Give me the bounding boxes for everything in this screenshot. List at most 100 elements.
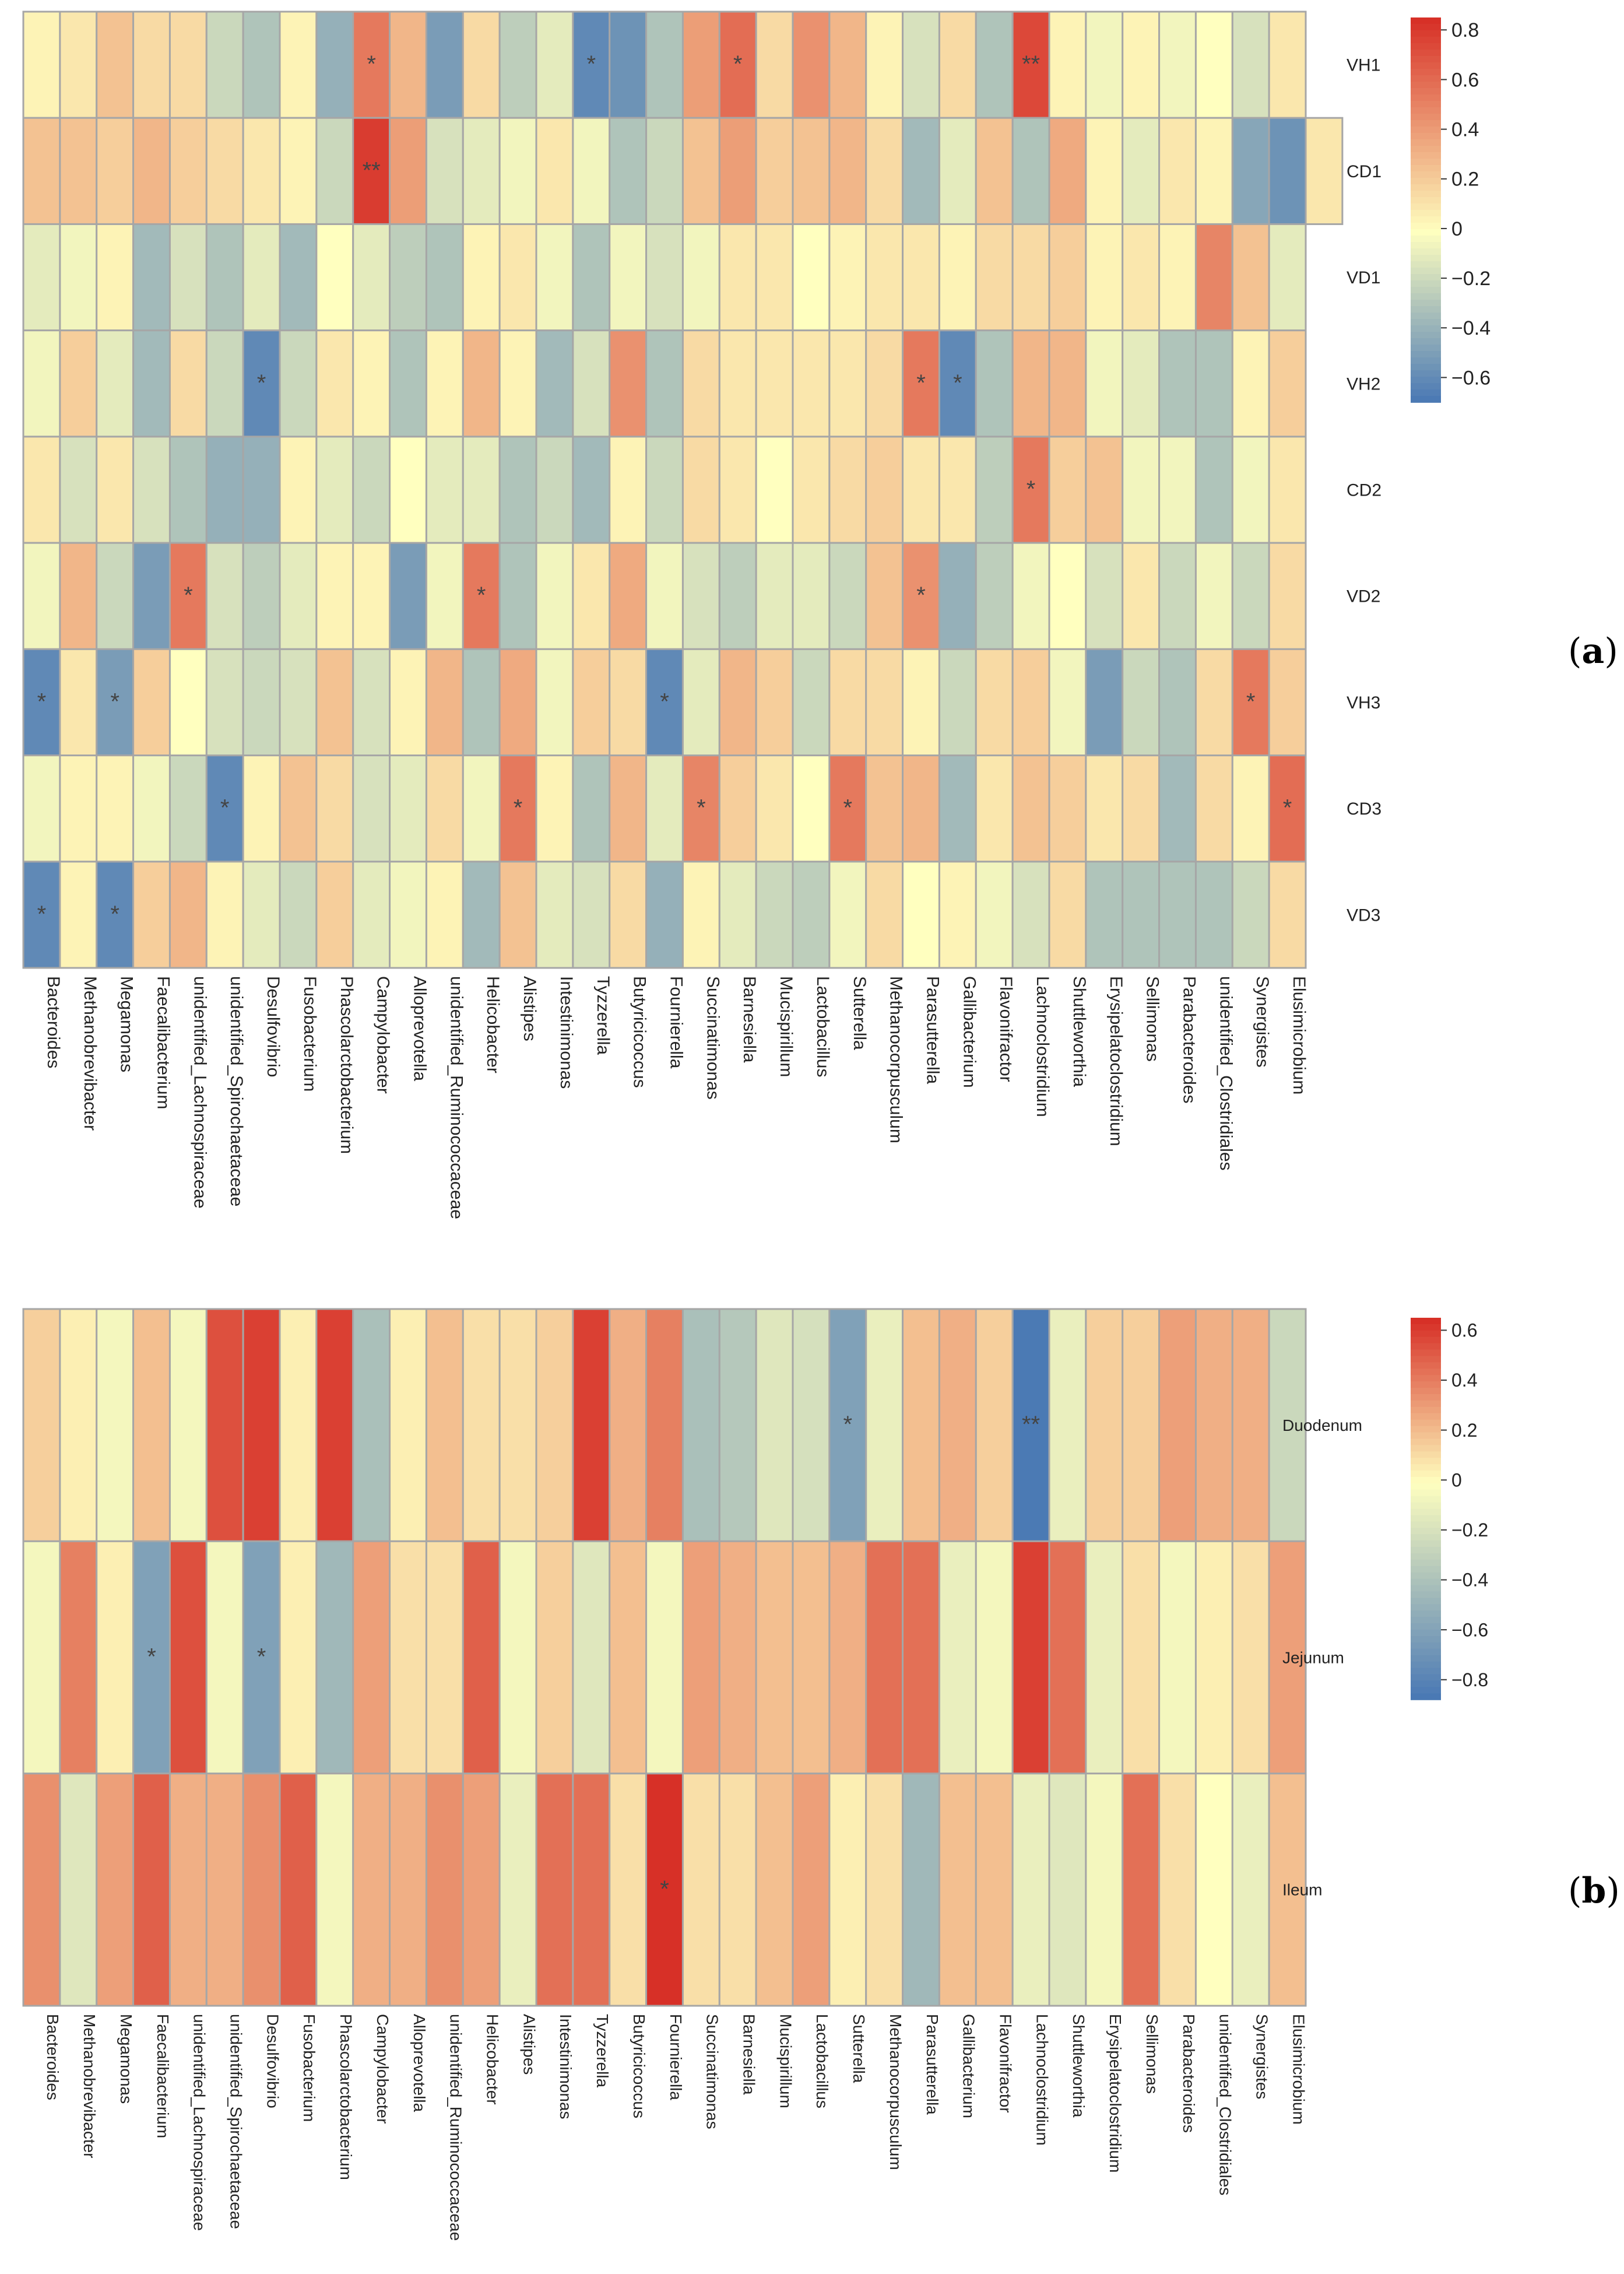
heatmap-cell bbox=[1194, 329, 1233, 438]
colorbar-segment bbox=[1411, 171, 1441, 178]
heatmap-cell bbox=[168, 648, 208, 757]
colorbar-segment bbox=[1411, 1464, 1441, 1471]
heatmap-cell bbox=[462, 436, 501, 544]
heatmap-cell bbox=[975, 755, 1014, 863]
column-label: Erysipelatoclostridium bbox=[1106, 2014, 1124, 2173]
heatmap-cell bbox=[865, 436, 904, 544]
heatmap-cell bbox=[902, 861, 940, 969]
heatmap-cell bbox=[242, 223, 281, 332]
column-label: Flavonifractor bbox=[997, 2014, 1015, 2113]
colorbar-segment bbox=[1411, 1661, 1441, 1669]
colorbar-segment bbox=[1411, 1508, 1441, 1516]
heatmap-cell bbox=[828, 648, 867, 757]
heatmap-cell bbox=[755, 10, 794, 119]
heatmap-cell bbox=[938, 861, 977, 969]
colorbar-tick-label: −0.6 bbox=[1451, 1619, 1488, 1640]
colorbar-tick-label: −0.8 bbox=[1451, 1669, 1488, 1690]
significance-mark: * bbox=[1283, 795, 1292, 821]
heatmap-cell bbox=[425, 542, 464, 650]
heatmap-cell bbox=[609, 117, 648, 225]
heatmap-cell bbox=[572, 1540, 611, 1775]
heatmap-cell bbox=[1268, 1540, 1307, 1775]
heatmap-cell bbox=[1194, 755, 1233, 863]
colorbar-segment bbox=[1411, 306, 1441, 313]
heatmap-cell bbox=[168, 755, 208, 863]
significance-mark: * bbox=[220, 795, 230, 821]
colorbar-segment bbox=[1411, 1362, 1441, 1370]
heatmap-cell bbox=[205, 117, 244, 225]
heatmap-cell bbox=[975, 861, 1014, 969]
heatmap-cell bbox=[792, 1773, 831, 2007]
colorbar-segment bbox=[1411, 1598, 1441, 1605]
colorbar-segment bbox=[1411, 1445, 1441, 1452]
heatmap-cell bbox=[1231, 329, 1270, 438]
row-label: CD2 bbox=[1347, 481, 1382, 500]
heatmap-cell bbox=[132, 648, 171, 757]
heatmap-cell bbox=[1122, 10, 1161, 119]
heatmap-cell bbox=[1268, 648, 1307, 757]
heatmap-cell bbox=[1194, 648, 1233, 757]
heatmap-cell bbox=[498, 1308, 537, 1542]
heatmap-cell bbox=[718, 755, 757, 863]
heatmap-cell bbox=[22, 223, 61, 332]
column-label: Butyricicoccus bbox=[630, 976, 649, 1088]
heatmap-cell bbox=[902, 542, 940, 650]
column-label: Faecalibacterium bbox=[154, 976, 173, 1109]
heatmap-cell bbox=[938, 436, 977, 544]
heatmap-cell bbox=[1231, 117, 1270, 225]
heatmap-cell bbox=[96, 10, 135, 119]
heatmap-cell bbox=[865, 1773, 904, 2007]
heatmap-cell bbox=[792, 648, 831, 757]
heatmap-cell bbox=[389, 1773, 427, 2007]
colorbar-segment bbox=[1411, 319, 1441, 326]
column-label: unidentified_Lachnospiraceae bbox=[191, 2014, 209, 2231]
heatmap-cell bbox=[645, 755, 684, 863]
heatmap-cell bbox=[1268, 861, 1307, 969]
colorbar-segment bbox=[1411, 1668, 1441, 1675]
colorbar-segment bbox=[1411, 338, 1441, 345]
heatmap-cell bbox=[1048, 1540, 1087, 1775]
heatmap-cell bbox=[792, 329, 831, 438]
heatmap-cell bbox=[59, 436, 98, 544]
heatmap-cell bbox=[572, 223, 611, 332]
heatmap-cell bbox=[828, 861, 867, 969]
heatmap-cell bbox=[572, 10, 611, 119]
heatmap-cell bbox=[352, 648, 391, 757]
significance-mark: ** bbox=[1022, 51, 1040, 77]
heatmap-cell bbox=[1231, 1308, 1270, 1542]
heatmap-cell bbox=[498, 223, 537, 332]
colorbar-segment bbox=[1411, 1655, 1441, 1662]
heatmap-cell bbox=[462, 1308, 501, 1542]
heatmap-cell bbox=[792, 117, 831, 225]
heatmap-cell bbox=[59, 1540, 98, 1775]
heatmap-cell bbox=[792, 755, 831, 863]
heatmap-cell bbox=[1194, 223, 1233, 332]
heatmap-cell bbox=[792, 1540, 831, 1775]
heatmap-cell bbox=[96, 329, 135, 438]
heatmap-cell bbox=[242, 436, 281, 544]
heatmap-cell bbox=[1194, 861, 1233, 969]
colorbar-segment bbox=[1411, 75, 1441, 82]
heatmap-cell bbox=[1011, 117, 1050, 225]
heatmap-cell bbox=[645, 329, 684, 438]
heatmap-cell bbox=[1231, 861, 1270, 969]
heatmap-cell bbox=[425, 861, 464, 969]
heatmap-cell bbox=[1085, 755, 1124, 863]
heatmap-cell bbox=[22, 755, 61, 863]
colorbar-segment bbox=[1411, 1451, 1441, 1458]
heatmap-cell bbox=[1048, 1308, 1087, 1542]
heatmap-cell bbox=[1085, 117, 1124, 225]
heatmap-cell bbox=[938, 1540, 977, 1775]
heatmap-cell bbox=[59, 10, 98, 119]
heatmap-cell bbox=[1158, 117, 1197, 225]
colorbar-tick-label: 0 bbox=[1451, 218, 1463, 240]
heatmap-cell bbox=[462, 861, 501, 969]
heatmap-cell bbox=[389, 329, 427, 438]
heatmap-cell bbox=[938, 329, 977, 438]
colorbar-segment bbox=[1411, 255, 1441, 262]
colorbar-segment bbox=[1411, 280, 1441, 287]
colorbar-segment bbox=[1411, 43, 1441, 50]
column-label: Phascolarctobacterium bbox=[337, 2014, 355, 2180]
colorbar-segment bbox=[1411, 50, 1441, 57]
heatmap-cell bbox=[535, 223, 574, 332]
